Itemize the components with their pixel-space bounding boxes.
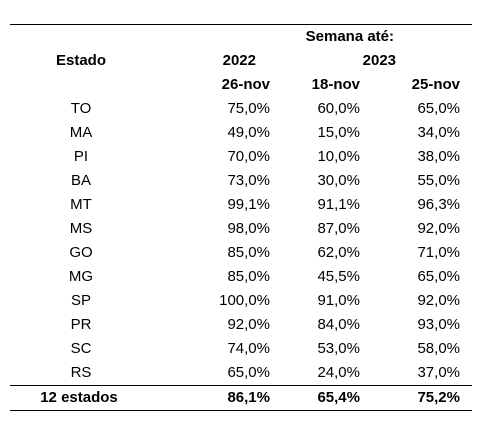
value-cell: 60,0% bbox=[317, 100, 360, 117]
table-row: PI 70,0% 10,0% 38,0% bbox=[10, 145, 472, 169]
value-cell: 34,0% bbox=[417, 124, 461, 141]
state-cell: MA bbox=[69, 124, 93, 141]
table-row: SP 100,0% 91,0% 92,0% bbox=[10, 289, 472, 313]
table-row: PR 92,0% 84,0% 93,0% bbox=[10, 313, 472, 337]
value-cell: 87,0% bbox=[317, 220, 360, 237]
state-cell: GO bbox=[69, 244, 93, 261]
table-row: MA 49,0% 15,0% 34,0% bbox=[10, 121, 472, 145]
value-cell: 38,0% bbox=[417, 148, 461, 165]
data-table: Semana até: Estado 2022 2023 26-nov 18-n… bbox=[10, 24, 472, 411]
header-year-2022: 2022 bbox=[222, 52, 256, 69]
header-row-dates: 26-nov 18-nov 25-nov bbox=[10, 73, 472, 97]
value-cell: 96,3% bbox=[417, 196, 461, 213]
header-date-2: 18-nov bbox=[311, 76, 360, 93]
table-row: RS 65,0% 24,0% 37,0% bbox=[10, 361, 472, 385]
value-cell: 49,0% bbox=[227, 124, 270, 141]
value-cell: 58,0% bbox=[417, 340, 461, 357]
value-cell: 15,0% bbox=[317, 124, 360, 141]
table-row: SC 74,0% 53,0% 58,0% bbox=[10, 337, 472, 361]
value-cell: 70,0% bbox=[227, 148, 270, 165]
value-cell: 99,1% bbox=[227, 196, 270, 213]
value-cell: 91,0% bbox=[317, 292, 360, 309]
value-cell: 98,0% bbox=[227, 220, 270, 237]
value-cell: 24,0% bbox=[317, 364, 360, 381]
total-value: 65,4% bbox=[317, 389, 360, 406]
value-cell: 62,0% bbox=[317, 244, 360, 261]
value-cell: 53,0% bbox=[317, 340, 360, 357]
state-cell: MG bbox=[68, 268, 94, 285]
value-cell: 30,0% bbox=[317, 172, 360, 189]
state-cell: SP bbox=[70, 292, 91, 309]
value-cell: 10,0% bbox=[317, 148, 360, 165]
top-rule bbox=[10, 24, 472, 25]
header-year-2023: 2023 bbox=[362, 52, 397, 69]
header-row-years: Estado 2022 2023 bbox=[10, 49, 472, 73]
value-cell: 71,0% bbox=[417, 244, 461, 261]
value-cell: 92,0% bbox=[227, 316, 270, 333]
table-row: TO 75,0% 60,0% 65,0% bbox=[10, 97, 472, 121]
total-row: 12 estados 86,1% 65,4% 75,2% bbox=[10, 386, 472, 410]
value-cell: 37,0% bbox=[417, 364, 461, 381]
state-cell: PR bbox=[70, 316, 92, 333]
value-cell: 92,0% bbox=[417, 220, 461, 237]
value-cell: 84,0% bbox=[317, 316, 360, 333]
table-row: GO 85,0% 62,0% 71,0% bbox=[10, 241, 472, 265]
header-group-label: Semana até: bbox=[305, 28, 395, 45]
planting-progress-table: Semana até: Estado 2022 2023 26-nov 18-n… bbox=[10, 25, 472, 385]
header-row-group: Semana até: bbox=[10, 25, 472, 49]
table-row: MT 99,1% 91,1% 96,3% bbox=[10, 193, 472, 217]
table-row: MG 85,0% 45,5% 65,0% bbox=[10, 265, 472, 289]
state-cell: SC bbox=[70, 340, 92, 357]
value-cell: 73,0% bbox=[227, 172, 270, 189]
table-row: BA 73,0% 30,0% 55,0% bbox=[10, 169, 472, 193]
state-cell: TO bbox=[70, 100, 92, 117]
value-cell: 85,0% bbox=[227, 244, 270, 261]
total-table: 12 estados 86,1% 65,4% 75,2% bbox=[10, 386, 472, 410]
total-top-rule bbox=[10, 385, 472, 386]
value-cell: 85,0% bbox=[227, 268, 270, 285]
state-cell: MT bbox=[70, 196, 92, 213]
value-cell: 100,0% bbox=[219, 292, 270, 309]
header-date-3: 25-nov bbox=[411, 76, 461, 93]
total-value: 86,1% bbox=[227, 389, 270, 406]
state-cell: MS bbox=[69, 220, 93, 237]
value-cell: 45,5% bbox=[317, 268, 360, 285]
value-cell: 55,0% bbox=[417, 172, 461, 189]
value-cell: 74,0% bbox=[227, 340, 270, 357]
value-cell: 65,0% bbox=[417, 100, 461, 117]
header-state-label: Estado bbox=[55, 52, 106, 69]
value-cell: 93,0% bbox=[417, 316, 461, 333]
table-row: MS 98,0% 87,0% 92,0% bbox=[10, 217, 472, 241]
state-cell: RS bbox=[70, 364, 92, 381]
value-cell: 92,0% bbox=[417, 292, 461, 309]
state-cell: BA bbox=[70, 172, 91, 189]
value-cell: 65,0% bbox=[417, 268, 461, 285]
total-label: 12 estados bbox=[40, 389, 118, 406]
value-cell: 65,0% bbox=[227, 364, 270, 381]
value-cell: 91,1% bbox=[317, 196, 360, 213]
header-date-1: 26-nov bbox=[221, 76, 270, 93]
total-value: 75,2% bbox=[417, 389, 460, 406]
state-cell: PI bbox=[73, 148, 89, 165]
bottom-rule bbox=[10, 410, 472, 411]
value-cell: 75,0% bbox=[227, 100, 270, 117]
